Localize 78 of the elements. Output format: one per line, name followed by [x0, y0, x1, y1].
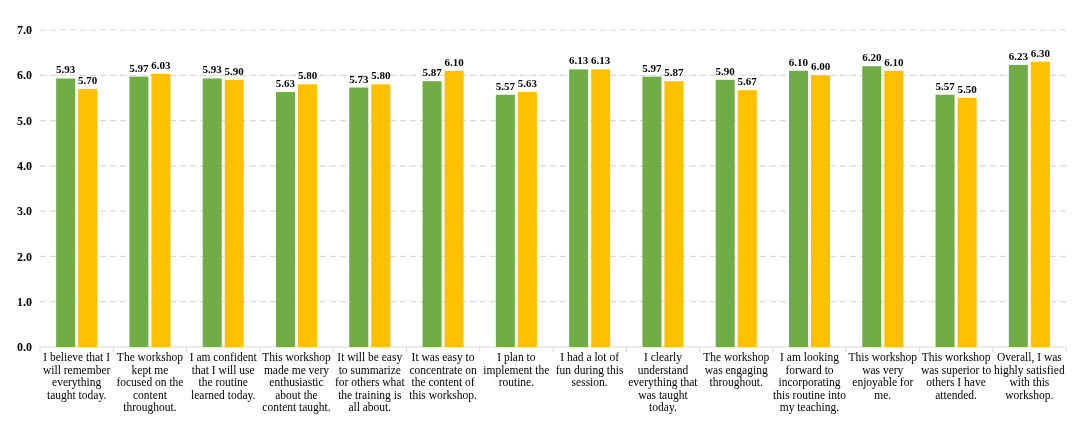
bar [151, 73, 171, 347]
data-label: 5.87 [664, 66, 685, 79]
x-tick-label: This workshop made me very enthusiastic about the content taught. [262, 351, 332, 414]
data-label: 5.87 [422, 66, 443, 79]
y-tick-label: 6.0 [17, 68, 32, 83]
bar [957, 97, 977, 347]
bar [56, 78, 76, 347]
data-label: 6.30 [1030, 46, 1051, 59]
y-tick-label: 5.0 [17, 113, 32, 128]
data-label: 6.20 [862, 51, 882, 64]
bar [495, 94, 515, 347]
data-label: 6.10 [444, 55, 465, 68]
data-label: 5.63 [275, 77, 296, 90]
bar [275, 92, 295, 347]
data-label: 6.03 [151, 58, 172, 71]
y-tick-label: 7.0 [17, 23, 32, 38]
bar [788, 70, 808, 347]
data-label: 5.80 [297, 69, 318, 82]
data-label: 5.97 [129, 61, 150, 74]
bar [569, 69, 589, 347]
x-tick-label: I am confident that I will use the routine learned today. [189, 351, 258, 402]
bar [884, 70, 904, 347]
bar [1030, 61, 1050, 347]
data-label: 6.23 [1008, 49, 1029, 62]
bar [298, 84, 318, 347]
x-tick-label: I believe that I will remember everything taught today. [42, 351, 111, 402]
data-label: 5.63 [517, 77, 538, 90]
bar [642, 76, 662, 347]
x-tick-label: The workshop was engaging throughout. [703, 351, 770, 389]
bar [737, 90, 757, 347]
data-label: 5.90 [715, 64, 736, 77]
data-label: 5.90 [224, 64, 245, 77]
bar [715, 79, 735, 347]
y-tick-label: 4.0 [17, 159, 32, 174]
bar [78, 88, 98, 347]
bar [224, 79, 244, 347]
x-tick-label: It was easy to concentrate on the content of this workshop. [409, 351, 478, 402]
bar [444, 70, 464, 347]
data-label: 5.93 [56, 63, 76, 76]
bar [517, 92, 537, 347]
data-label: 6.13 [591, 54, 611, 67]
bar [371, 84, 391, 347]
data-label: 5.57 [935, 79, 956, 92]
x-tick-label: The workshop kept me focused on the content throughout. [116, 351, 184, 414]
x-tick-label: I had a lot of fun during this session. [555, 351, 625, 388]
x-tick-label: It will be easy to summarize for others what the training is all about. [334, 351, 406, 413]
data-label: 6.10 [788, 55, 809, 68]
bar [935, 94, 955, 347]
data-label: 5.70 [78, 73, 98, 86]
y-tick-label: 2.0 [17, 249, 32, 264]
bar [422, 81, 442, 347]
x-tick-label: I am looking forward to incorporating this routine into my teaching. [773, 351, 847, 414]
bar [1008, 64, 1028, 347]
x-tick-label: I clearly understand everything that was taught today. [628, 351, 699, 414]
x-tick-label: I plan to implement the routine. [483, 351, 550, 388]
data-label: 5.57 [495, 79, 516, 92]
data-label: 5.97 [642, 61, 663, 74]
x-tick-label: This workshop was superior to others I have attended. [920, 351, 992, 401]
y-tick-label: 1.0 [17, 294, 32, 309]
data-label: 6.13 [569, 54, 589, 67]
data-label: 5.67 [737, 75, 758, 88]
y-tick-label: 0.0 [17, 340, 32, 355]
data-label: 6.10 [884, 55, 904, 68]
bar [349, 87, 369, 347]
x-tick-label: Overall, I was highly satisfied with this workshop. [994, 351, 1065, 402]
bar [862, 66, 882, 347]
data-label: 5.50 [957, 82, 978, 95]
data-label: 5.73 [349, 72, 369, 85]
bar [591, 69, 611, 347]
bar [664, 81, 684, 347]
data-label: 6.00 [810, 60, 831, 73]
bar [811, 75, 831, 347]
y-tick-label: 3.0 [17, 204, 32, 219]
bar [129, 76, 149, 347]
data-label: 5.80 [371, 69, 391, 82]
data-label: 5.93 [202, 63, 223, 76]
x-tick-label: This workshop was very enjoyable for me. [848, 351, 918, 401]
bar [202, 78, 222, 347]
